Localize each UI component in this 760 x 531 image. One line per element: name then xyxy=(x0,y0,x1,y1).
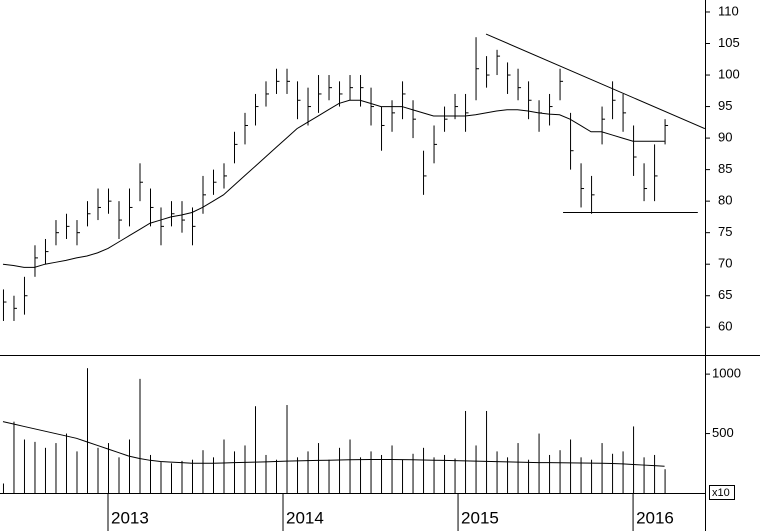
y-tick-label: 105 xyxy=(718,35,740,50)
volume-unit: x10 xyxy=(712,487,730,499)
moving-average-line xyxy=(2,99,665,268)
x-tick-label: 2014 xyxy=(286,508,324,527)
y-tick-label: 110 xyxy=(718,3,739,18)
y-tick-label: 75 xyxy=(718,224,732,239)
y-tick-label: 70 xyxy=(718,256,732,271)
volume-tick-label: 500 xyxy=(712,425,734,440)
y-tick-label: 80 xyxy=(718,193,732,208)
x-tick-label: 2016 xyxy=(636,508,674,527)
trendline xyxy=(485,33,706,130)
y-tick-label: 100 xyxy=(718,66,740,81)
x-tick-label: 2015 xyxy=(461,508,499,527)
y-tick-label: 85 xyxy=(718,161,732,176)
unit-box xyxy=(709,485,735,500)
y-tick-label: 65 xyxy=(718,287,732,302)
y-tick-label: 95 xyxy=(718,98,732,113)
volume-tick-label: 1000 xyxy=(712,366,741,381)
x-tick-label: 2013 xyxy=(111,508,149,527)
y-tick-label: 90 xyxy=(718,130,732,145)
y-tick-label: 60 xyxy=(718,319,732,334)
volume-average-line xyxy=(2,421,665,467)
